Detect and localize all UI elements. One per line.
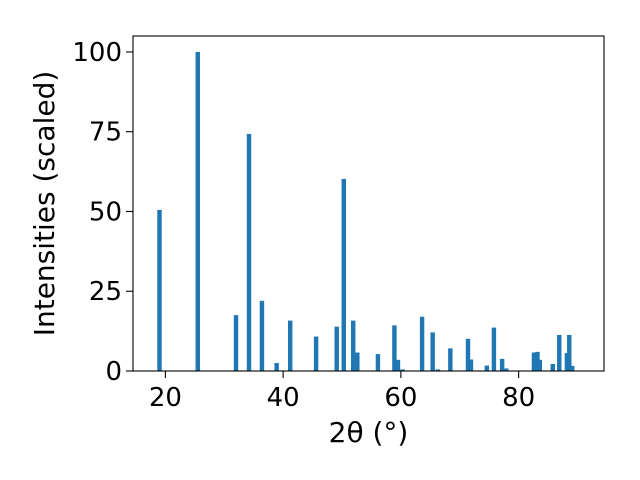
bar [355,352,360,371]
ticks-group: 20 40 60 80 0 25 50 75 100 [72,38,535,413]
bar [567,334,572,371]
bar [564,353,570,371]
bar [504,368,509,371]
bar [350,320,356,371]
bar [400,369,405,371]
bar [484,365,490,371]
x-tick-label: 40 [267,383,300,413]
y-axis-label: Intensities (scaled) [28,71,61,337]
bar [468,359,474,371]
bar [341,178,346,371]
x-tick-label: 20 [149,383,182,413]
x-tick-label: 80 [502,383,535,413]
y-tick-label: 25 [89,277,122,307]
bar [557,334,562,371]
bar [313,336,319,371]
bar [419,316,425,371]
bar [430,332,435,371]
bar [395,359,401,371]
bar [246,133,252,371]
y-tick-label: 0 [105,357,122,387]
bar [570,365,575,371]
bar [550,363,555,371]
plot-frame [132,35,605,372]
bar [535,351,540,371]
bar [287,320,293,371]
x-axis-label: 2θ (°) [329,416,409,449]
bar [233,315,239,371]
bar [465,338,471,371]
bars-group [157,51,575,371]
bar [531,352,537,371]
bar [375,354,381,371]
x-tick-label: 60 [384,383,417,413]
bar [274,363,279,371]
y-tick-label: 100 [72,38,122,68]
bar [435,369,441,371]
bar [334,326,339,371]
bar [448,348,453,371]
bar [491,327,497,371]
bar [195,51,200,371]
y-tick-label: 75 [89,118,122,148]
bar [259,300,265,371]
bar [499,358,505,371]
bar [537,359,543,371]
bar [157,209,162,371]
bar [392,325,397,371]
y-tick-label: 50 [89,197,122,227]
